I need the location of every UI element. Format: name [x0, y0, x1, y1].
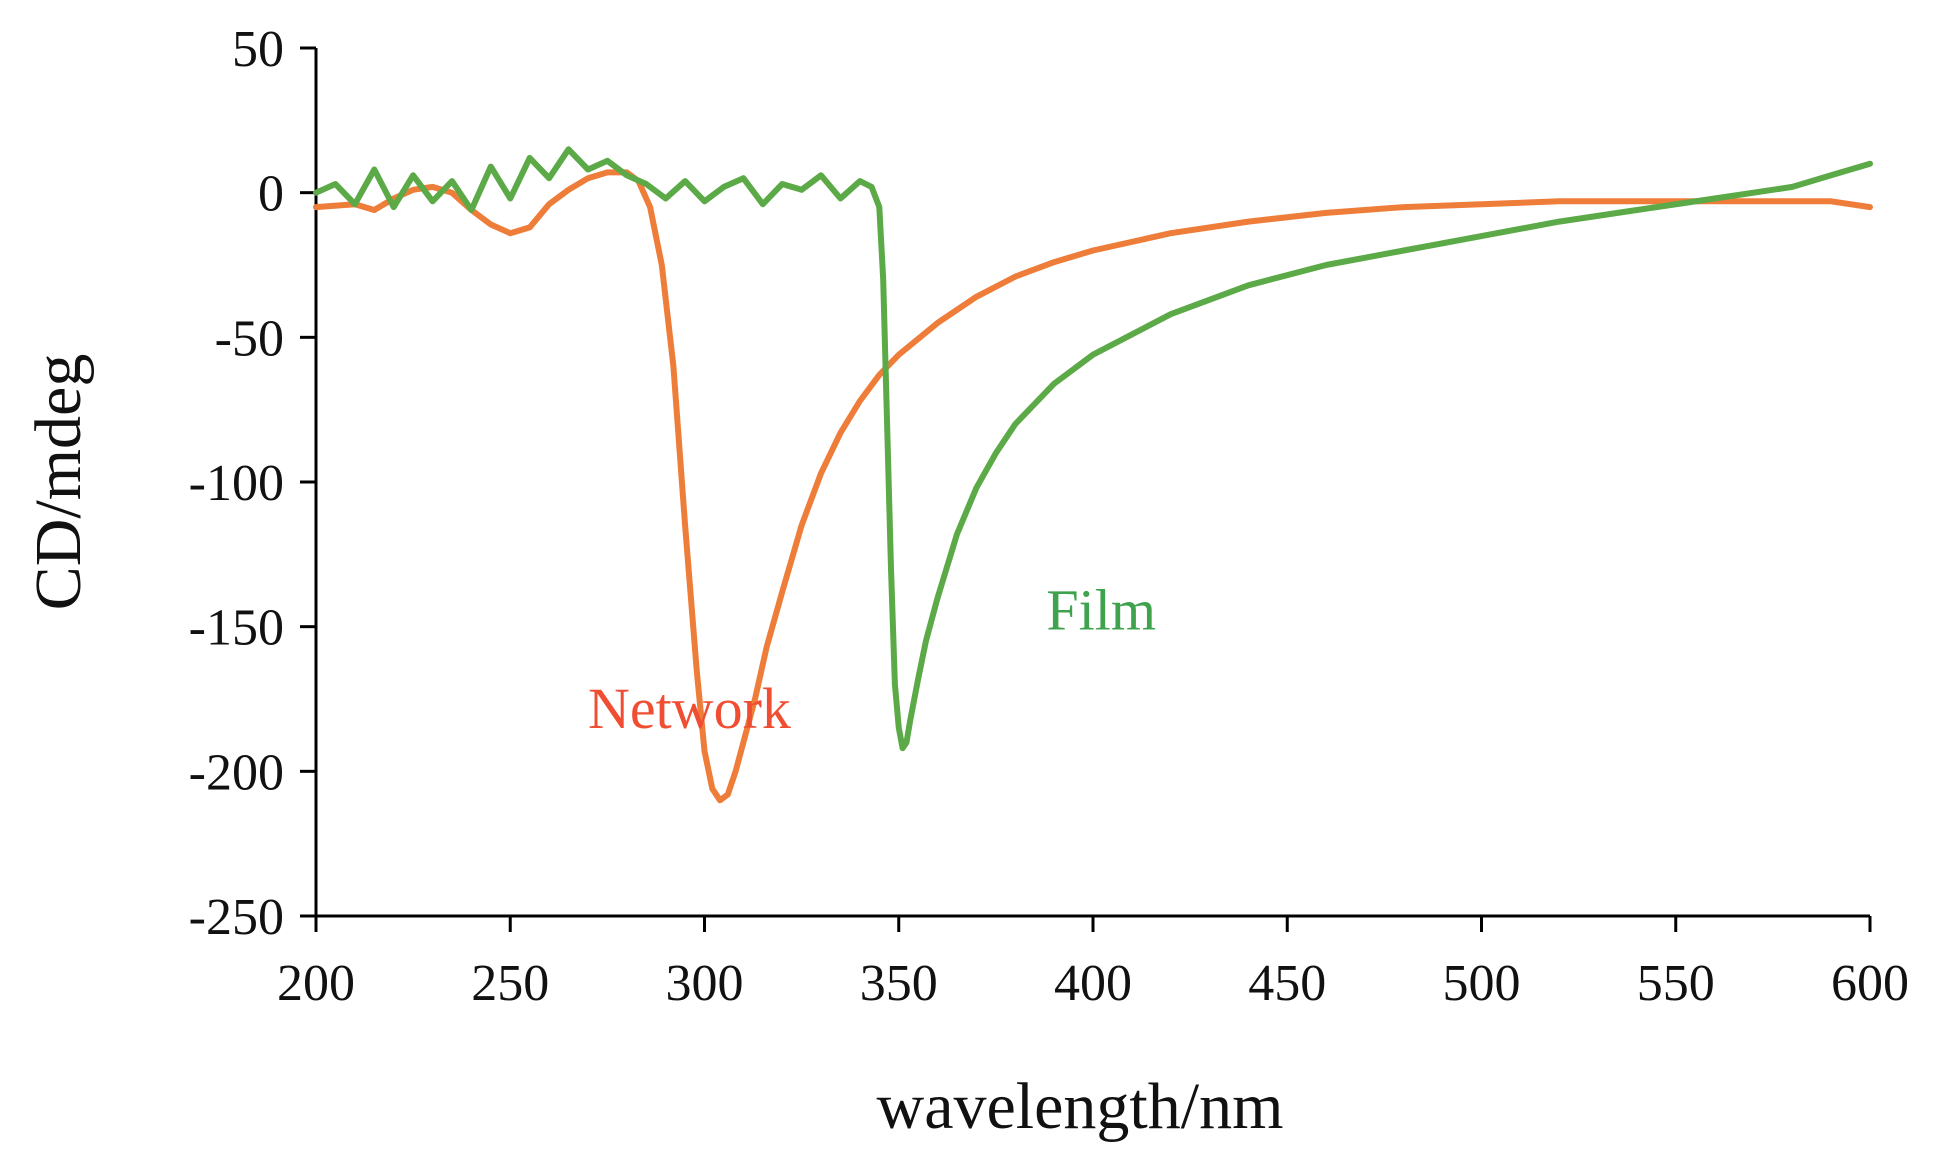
y-tick-label: 50	[232, 21, 284, 78]
y-tick-label: -50	[215, 310, 284, 367]
x-tick-label: 600	[1831, 955, 1909, 1012]
y-tick-label: -100	[189, 455, 284, 512]
labels-layer: Network Film	[588, 578, 1156, 741]
x-tick-label: 500	[1443, 955, 1521, 1012]
x-axis-title: wavelength/nm	[877, 1070, 1284, 1143]
y-axis-title: CD/mdeg	[22, 354, 95, 611]
y-tick-label: -200	[189, 744, 284, 801]
series-line-film	[313, 146, 1873, 752]
y-tick-label: 0	[258, 166, 284, 223]
x-tick-label: 350	[860, 955, 938, 1012]
x-tick-label: 200	[277, 955, 355, 1012]
series-label-film: Film	[1046, 578, 1156, 643]
series-line-network	[313, 169, 1873, 804]
x-tick-label: 450	[1248, 955, 1326, 1012]
series-layer	[313, 146, 1873, 804]
x-tick-label: 550	[1637, 955, 1715, 1012]
y-tick-label: -150	[189, 600, 284, 657]
x-tick-label: 250	[471, 955, 549, 1012]
series-label-network: Network	[588, 676, 791, 741]
x-tick-label: 400	[1054, 955, 1132, 1012]
y-tick-label: -250	[189, 889, 284, 946]
x-tick-label: 300	[666, 955, 744, 1012]
